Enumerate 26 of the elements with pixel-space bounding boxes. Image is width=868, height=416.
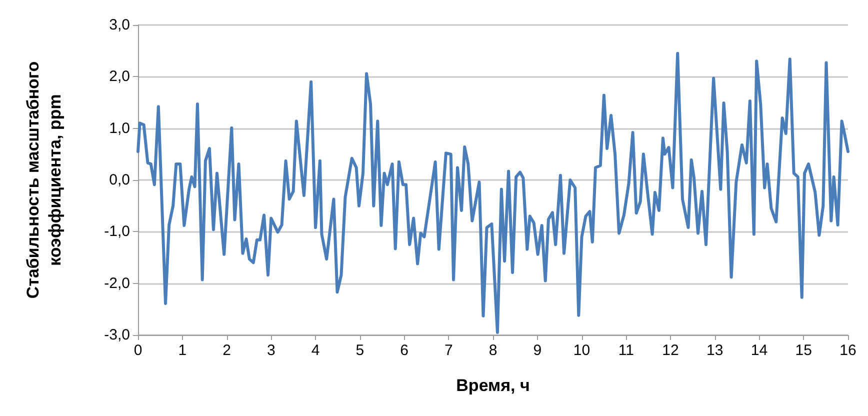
x-tick-label: 8 [488,342,498,359]
x-tick-label: 4 [311,342,320,359]
y-tick-label: -1,0 [104,223,130,240]
x-tick-label: 2 [222,342,231,359]
x-tick-label: 15 [795,342,812,359]
y-axis-title: Стабильность масштабного коэффициента, ppm [24,61,64,299]
x-tick-label: 0 [134,342,142,359]
x-tick-label: 6 [400,342,408,359]
y-tick-label: -3,0 [104,326,130,344]
y-tick-label: 0,0 [109,172,130,188]
x-tick-label: 5 [356,342,364,359]
x-tick-label: 14 [750,342,768,359]
x-axis-title: Время, ч [456,376,530,395]
y-tick-label: 1,0 [109,120,130,137]
x-tick-label: 9 [533,342,542,359]
x-tick-label: 13 [706,342,724,359]
x-tick-label: 7 [444,342,453,359]
x-tick-label: 16 [840,342,856,359]
x-tick-label: 3 [266,342,276,359]
x-tick-label: 11 [618,342,634,359]
x-tick-label: 10 [573,342,590,359]
y-tick-label: -2,0 [104,274,130,292]
x-tick-label: 12 [662,342,679,359]
y-tick-label: 2,0 [109,68,130,86]
x-tick-label: 1 [178,342,187,359]
y-tick-label: 3,0 [109,16,130,34]
